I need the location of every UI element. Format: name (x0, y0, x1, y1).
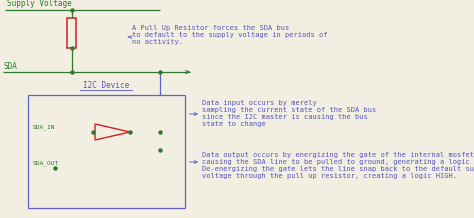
Polygon shape (95, 124, 130, 140)
Text: SDA_OUT: SDA_OUT (33, 160, 59, 166)
Bar (67, 18, 76, 48)
Text: Data output occurs by energizing the gate of the internal mosfet
causing the SDA: Data output occurs by energizing the gat… (202, 152, 474, 179)
Text: I2C Device: I2C Device (83, 81, 129, 90)
Text: SDA_IN: SDA_IN (33, 124, 55, 130)
Bar (28, 95, 185, 208)
Text: A Pull Up Resistor forces the SDA bus
to default to the supply voltage in period: A Pull Up Resistor forces the SDA bus to… (132, 25, 328, 45)
Text: SDA: SDA (4, 61, 18, 70)
Text: Data input occurs by merely
sampling the current state of the SDA bus
since the : Data input occurs by merely sampling the… (202, 100, 376, 127)
Text: Supply Voltage: Supply Voltage (7, 0, 72, 9)
